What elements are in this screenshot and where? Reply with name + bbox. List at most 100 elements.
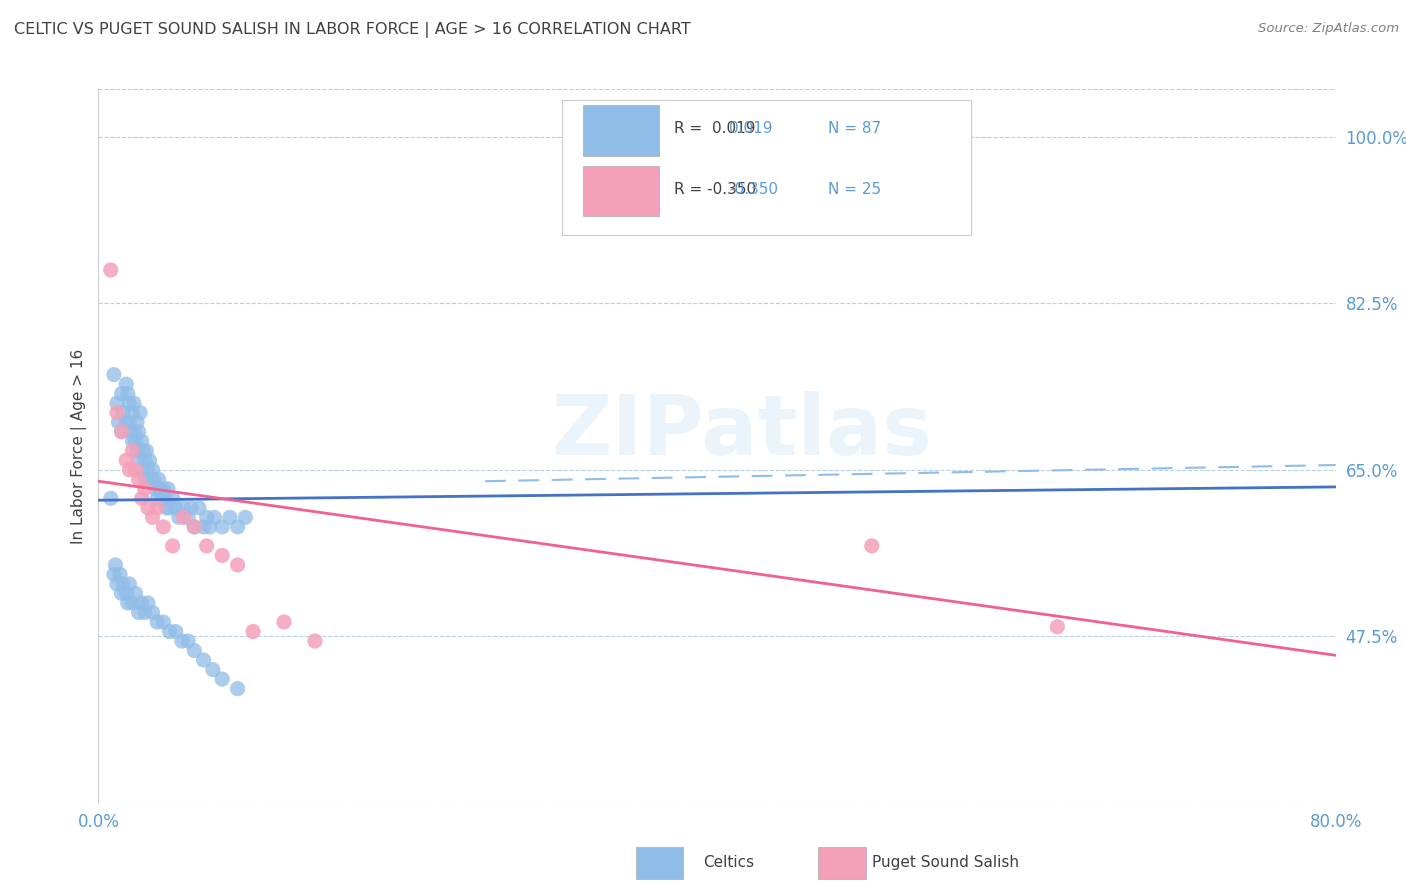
Point — [112, 406, 135, 420]
Point — [104, 558, 127, 572]
Point — [136, 463, 159, 477]
Point — [135, 443, 157, 458]
Point — [149, 482, 172, 496]
Point — [131, 596, 153, 610]
Point — [108, 567, 131, 582]
Point — [118, 463, 141, 477]
Point — [159, 624, 181, 639]
Point — [162, 539, 184, 553]
Point — [146, 500, 169, 515]
Y-axis label: In Labor Force | Age > 16: In Labor Force | Age > 16 — [72, 349, 87, 543]
Point — [152, 520, 174, 534]
Point — [183, 520, 205, 534]
Text: N = 87: N = 87 — [828, 121, 882, 136]
Text: CELTIC VS PUGET SOUND SALISH IN LABOR FORCE | AGE > 16 CORRELATION CHART: CELTIC VS PUGET SOUND SALISH IN LABOR FO… — [14, 22, 690, 38]
Point — [111, 386, 132, 401]
Point — [103, 368, 125, 382]
Point — [201, 663, 224, 677]
Point — [146, 491, 169, 506]
Point — [129, 406, 152, 420]
Point — [860, 539, 883, 553]
Point — [118, 577, 141, 591]
Point — [134, 482, 156, 496]
Point — [193, 653, 215, 667]
Text: R =  0.019: R = 0.019 — [673, 121, 755, 136]
Point — [117, 386, 139, 401]
Point — [132, 443, 155, 458]
Point — [141, 463, 165, 477]
Point — [115, 586, 138, 600]
Point — [198, 520, 221, 534]
Point — [1046, 620, 1069, 634]
Point — [121, 434, 143, 449]
Point — [107, 415, 129, 429]
Point — [304, 634, 326, 648]
Point — [150, 491, 173, 506]
Point — [120, 425, 142, 439]
Point — [139, 472, 162, 486]
Text: N = 25: N = 25 — [828, 182, 882, 197]
Point — [115, 415, 138, 429]
Text: Celtics: Celtics — [703, 855, 754, 870]
Point — [146, 615, 169, 629]
Point — [242, 624, 264, 639]
Point — [167, 510, 190, 524]
FancyBboxPatch shape — [583, 166, 659, 216]
Point — [100, 263, 122, 277]
Point — [122, 425, 145, 439]
Point — [103, 567, 125, 582]
Point — [157, 482, 180, 496]
Point — [115, 453, 138, 467]
Point — [273, 615, 295, 629]
FancyBboxPatch shape — [562, 100, 970, 235]
Text: R = -0.350: R = -0.350 — [673, 182, 756, 197]
Point — [117, 596, 139, 610]
Point — [172, 500, 194, 515]
Point — [118, 396, 141, 410]
Point — [193, 520, 215, 534]
Point — [141, 510, 165, 524]
Point — [105, 577, 128, 591]
Point — [134, 453, 156, 467]
Text: Puget Sound Salish: Puget Sound Salish — [872, 855, 1019, 870]
Point — [136, 596, 159, 610]
Point — [177, 510, 200, 524]
Point — [124, 463, 146, 477]
Point — [183, 520, 205, 534]
Point — [148, 472, 170, 486]
FancyBboxPatch shape — [583, 105, 659, 155]
Point — [121, 406, 143, 420]
Point — [111, 425, 132, 439]
Point — [141, 606, 165, 620]
Text: ZIPatlas: ZIPatlas — [551, 392, 932, 472]
Point — [138, 453, 160, 467]
Point — [105, 406, 128, 420]
Point — [131, 463, 153, 477]
Point — [170, 634, 193, 648]
Text: 0.019: 0.019 — [730, 121, 773, 136]
Point — [115, 377, 138, 392]
Point — [226, 520, 249, 534]
Point — [188, 500, 211, 515]
Point — [165, 500, 187, 515]
Point — [180, 500, 202, 515]
Point — [136, 500, 159, 515]
Point — [112, 577, 135, 591]
Point — [131, 491, 153, 506]
Point — [177, 634, 200, 648]
Point — [152, 482, 174, 496]
Point — [128, 453, 150, 467]
Point — [195, 510, 218, 524]
Point — [183, 643, 205, 657]
Point — [226, 558, 249, 572]
Point — [128, 425, 150, 439]
Point — [127, 443, 149, 458]
Point — [145, 482, 167, 496]
Point — [127, 415, 149, 429]
Point — [122, 396, 145, 410]
Point — [152, 615, 174, 629]
Point — [124, 434, 146, 449]
Point — [211, 672, 233, 686]
Point — [233, 510, 257, 524]
Point — [134, 606, 156, 620]
